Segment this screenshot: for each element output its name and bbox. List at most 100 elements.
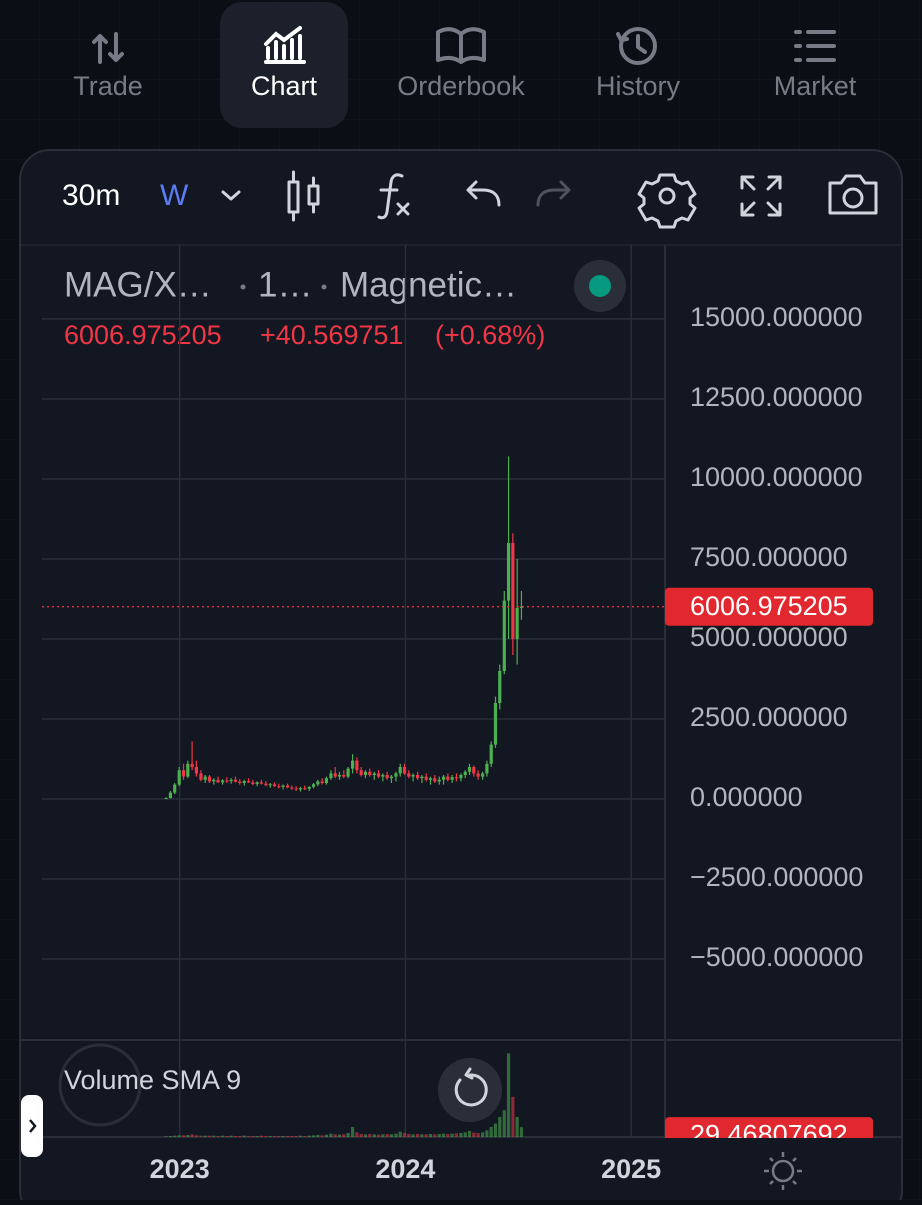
candle-body <box>320 781 324 784</box>
candle-body <box>346 768 350 777</box>
replay-icon[interactable] <box>454 1067 488 1107</box>
candle-body <box>246 781 251 783</box>
volume-bar <box>446 1133 450 1137</box>
interval[interactable]: 30m <box>62 179 120 212</box>
legend-dot <box>240 284 246 290</box>
volume-bar <box>268 1135 272 1137</box>
timeframe[interactable]: W <box>160 179 189 212</box>
candle-body <box>285 785 290 788</box>
y-tick-label: 15000.000000 <box>690 302 863 332</box>
candle-body <box>355 760 359 771</box>
volume-bar <box>463 1132 467 1137</box>
nav-tabs[interactable]: Trade Chart Orderbook History Market <box>73 71 857 101</box>
candle-body <box>515 608 519 639</box>
volume-bar <box>433 1134 437 1137</box>
grid <box>42 245 665 1137</box>
nav-tab[interactable]: Market <box>774 71 857 101</box>
nav-icons <box>92 26 836 65</box>
volume-bar <box>320 1135 324 1137</box>
candle-body <box>216 779 220 783</box>
volume-bar <box>311 1135 316 1137</box>
volume-bar <box>316 1134 320 1137</box>
candle-body <box>277 786 281 788</box>
nav-tab[interactable]: Trade <box>73 71 143 101</box>
candle-body <box>407 773 411 777</box>
side-tab[interactable] <box>21 1095 43 1157</box>
x-tick-label: 2025 <box>601 1154 661 1184</box>
volume-bar <box>203 1135 207 1137</box>
candle-body <box>381 775 385 777</box>
candle-body <box>519 606 524 609</box>
settings-sun[interactable] <box>771 1159 795 1183</box>
volume-bar <box>255 1135 259 1137</box>
nav-tab[interactable]: Orderbook <box>397 71 525 101</box>
volume-bar <box>337 1134 342 1137</box>
status-dot <box>589 275 611 297</box>
volume-bar <box>481 1132 485 1137</box>
candle-body <box>420 776 424 779</box>
volume-bar <box>489 1126 493 1137</box>
candle-body <box>389 776 394 779</box>
volume-bar <box>376 1134 381 1137</box>
volume-bar <box>285 1135 290 1137</box>
candle-body <box>281 785 285 787</box>
volume-bar <box>381 1134 385 1137</box>
volume-bar <box>454 1133 459 1137</box>
volume-bar <box>229 1135 233 1137</box>
volume-bar <box>506 1053 511 1137</box>
volume-bar <box>450 1133 454 1137</box>
candle-body <box>290 787 294 789</box>
volume-bar <box>420 1134 424 1137</box>
candle-body <box>467 766 472 772</box>
candle-body <box>359 770 363 775</box>
candle-body <box>476 773 480 777</box>
volume-bar <box>398 1131 402 1137</box>
toolbar-icons[interactable] <box>221 170 878 229</box>
last-volume-box <box>665 1117 873 1138</box>
volume-bar <box>363 1134 368 1137</box>
legend-change: +40.569751 <box>260 320 403 350</box>
x-axis-labels: 2023 2024 2025 <box>150 1154 662 1184</box>
candle-body <box>268 784 272 786</box>
nav-tab[interactable]: Chart <box>251 71 318 101</box>
replay-button[interactable] <box>438 1058 502 1122</box>
volume-bar <box>199 1135 203 1137</box>
candle-body <box>481 773 485 777</box>
candle-body <box>203 776 207 780</box>
volume-bar <box>459 1132 463 1137</box>
candle-body <box>493 702 498 745</box>
volume-bar <box>207 1135 212 1137</box>
legend-interval: 1… <box>258 265 312 304</box>
volume-bar <box>233 1135 238 1137</box>
candle-body <box>242 781 246 784</box>
volume-bar <box>173 1135 177 1137</box>
chart-panel <box>19 149 903 1205</box>
volume-bar <box>164 1136 168 1137</box>
candle-body <box>298 788 303 790</box>
candle-body <box>433 778 437 782</box>
last-volume-label: 29.46807692 <box>690 1119 848 1149</box>
candle-body <box>190 763 194 767</box>
volume-bar <box>472 1132 476 1137</box>
y-tick-label: 10000.000000 <box>690 462 863 492</box>
volume-bar <box>485 1130 489 1137</box>
volume-bar <box>385 1133 389 1137</box>
candle-body <box>363 771 368 775</box>
candle-body <box>207 776 212 782</box>
candle-body <box>385 775 389 779</box>
volume-bar <box>467 1130 472 1137</box>
volume-bar <box>416 1133 420 1137</box>
volume-bar <box>411 1134 415 1137</box>
volume-title: Volume SMA 9 <box>64 1065 241 1095</box>
volume-bar <box>225 1135 229 1137</box>
volume-bar <box>272 1135 277 1137</box>
candle-body <box>220 780 225 783</box>
candle-body <box>402 766 407 774</box>
candle-body <box>168 792 173 799</box>
candle-body <box>485 763 489 774</box>
volume-bar <box>294 1135 298 1137</box>
volume-pane: 29.46807692 <box>164 1053 873 1149</box>
nav-tab[interactable]: History <box>596 71 681 101</box>
x-tick-label: 2023 <box>150 1154 210 1184</box>
